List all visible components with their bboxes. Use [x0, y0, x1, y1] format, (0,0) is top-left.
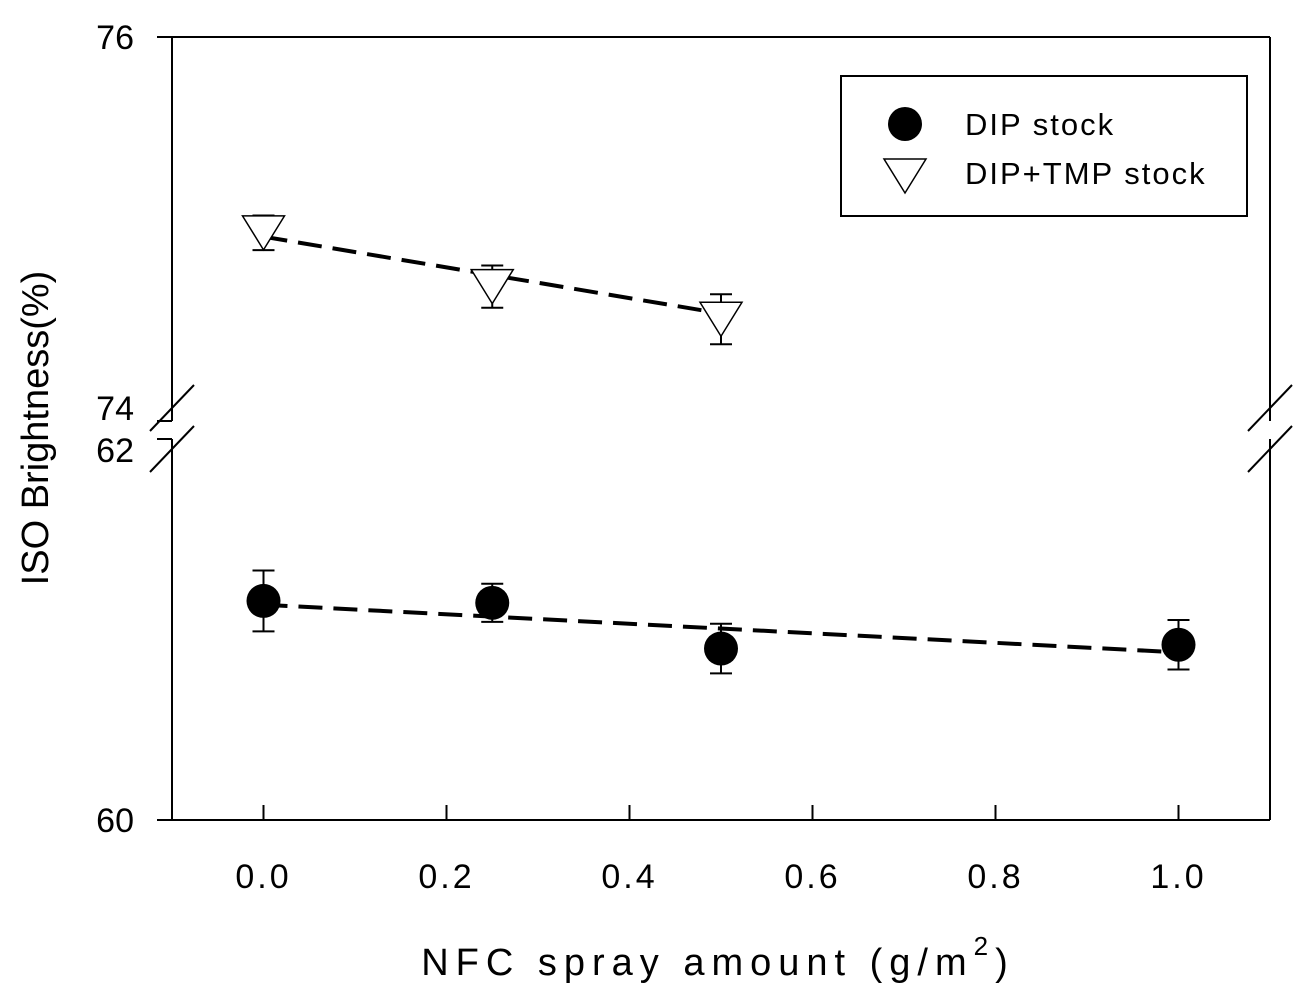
x-tick-label-3: 0.6	[784, 858, 840, 896]
axis-break-mark-right-1	[1247, 384, 1293, 432]
y-tick-label-74: 74	[96, 390, 134, 428]
data-point-s0-p1	[475, 585, 510, 620]
x-axis-title-superscript: 2	[974, 931, 995, 961]
data-point-s0-p3	[1161, 627, 1196, 662]
x-tick-label-5: 1.0	[1150, 858, 1206, 896]
x-tick-label-2: 0.4	[601, 858, 657, 896]
error-bars	[252, 214, 1190, 675]
x-ticks: 0.0 0.2 0.4 0.6 0.8 1.0	[235, 805, 1206, 896]
y-tick-label-60: 60	[96, 802, 134, 840]
data-point-s0-p2	[704, 631, 738, 666]
y-ticks	[157, 36, 172, 821]
data-point-s1-p2	[698, 301, 744, 338]
legend-marker-dip-stock	[888, 107, 922, 141]
x-axis-title-main: NFC spray amount (g/m	[421, 942, 973, 984]
y-tick-label-76: 76	[96, 19, 134, 57]
x-tick-label-0: 0.0	[235, 858, 291, 896]
plot-frame	[149, 36, 1293, 821]
axis-break-mark-left-2	[149, 425, 195, 473]
data-point-s0-p0	[246, 583, 281, 618]
data-point-s1-p0	[241, 215, 286, 252]
x-axis-title: NFC spray amount (g/m2)	[421, 931, 1015, 984]
legend-marker-dip-tmp-stock	[882, 158, 928, 195]
legend: DIP stock DIP+TMP stock	[840, 75, 1248, 217]
data-markers	[241, 215, 1196, 666]
x-tick-label-1: 0.2	[418, 858, 474, 896]
y-axis-title: ISO Brightness(%)	[15, 271, 57, 586]
legend-box	[840, 75, 1248, 217]
y-tick-label-62: 62	[96, 432, 134, 470]
x-tick-label-4: 0.8	[967, 858, 1023, 896]
legend-label-dip-tmp-stock: DIP+TMP stock	[965, 156, 1207, 191]
axis-break-mark-left-1	[149, 384, 195, 432]
legend-label-dip-stock: DIP stock	[965, 107, 1115, 142]
data-point-s1-p1	[469, 268, 515, 306]
axis-break-mark-right-2	[1247, 425, 1293, 473]
x-axis-title-close: )	[995, 942, 1015, 984]
